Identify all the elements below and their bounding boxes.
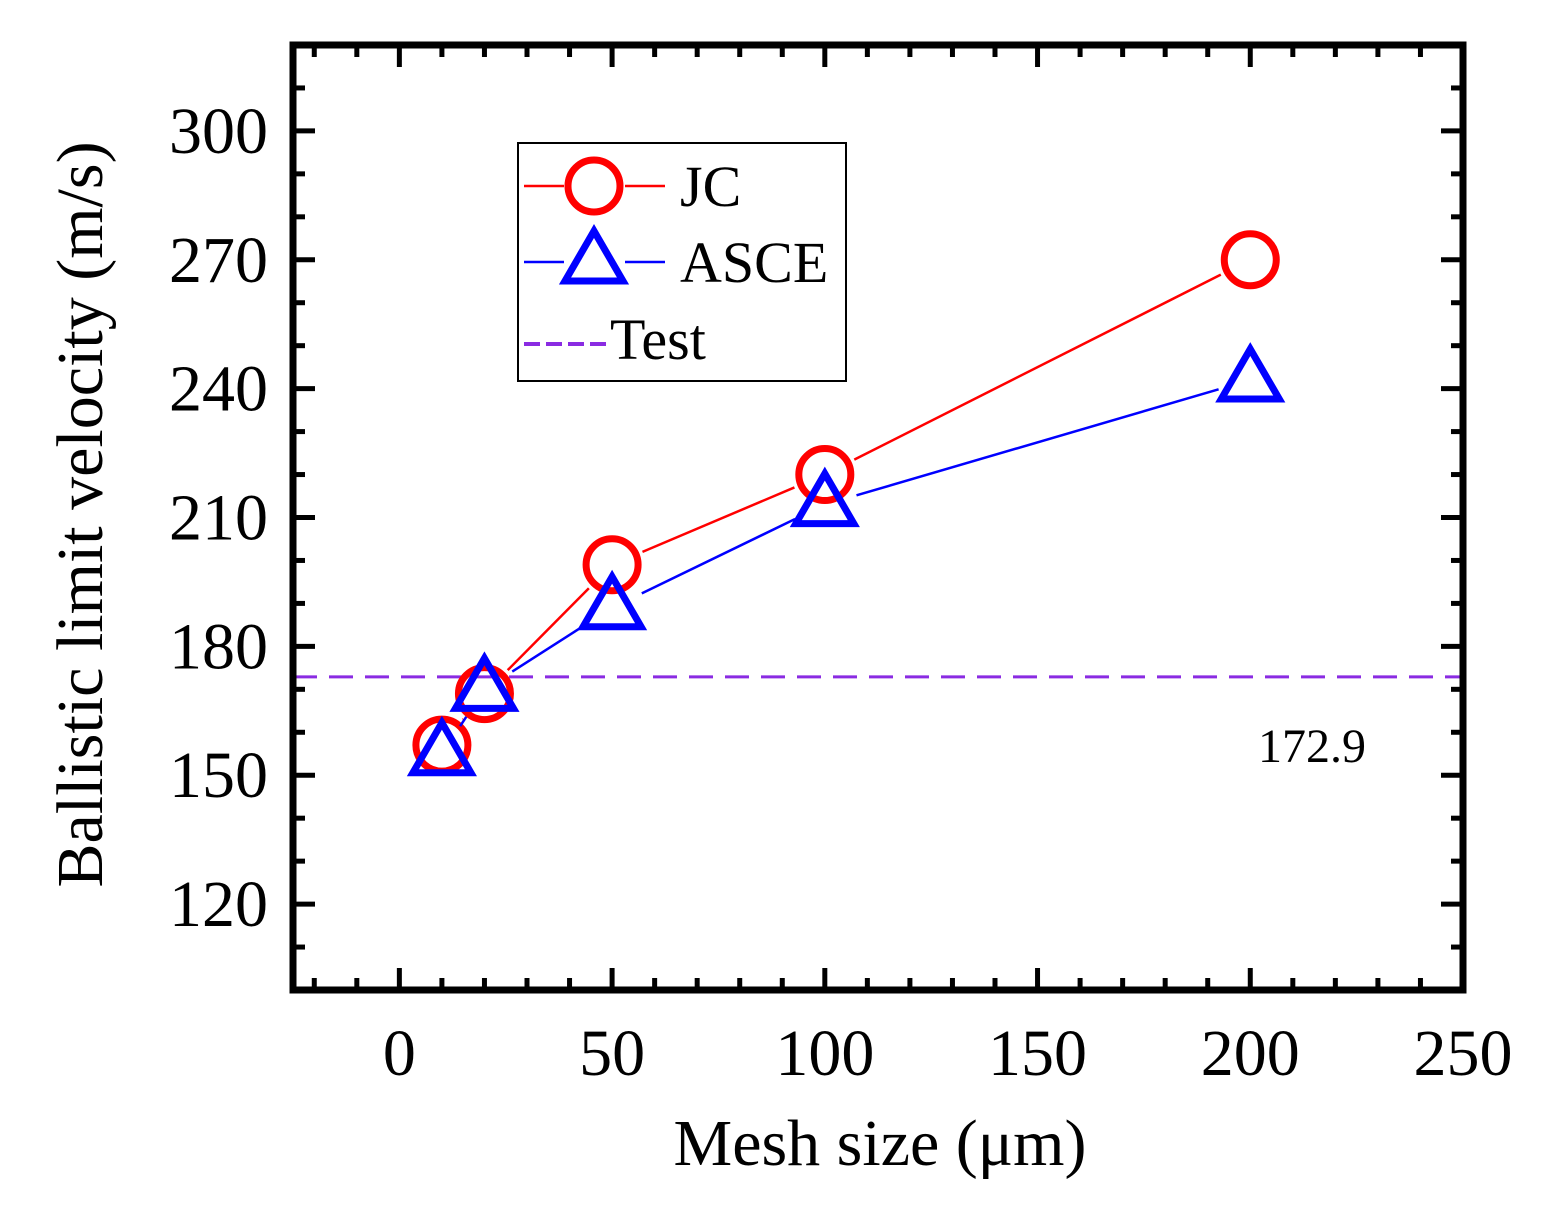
tick-labels-group: 0 50 100 150 200 250 120 150 180 210 240 270 300	[169, 95, 1513, 1090]
y-tick-label: 210	[169, 482, 268, 555]
x-axis-label: Mesh size (μm)	[674, 1107, 1087, 1180]
asce-data-point	[577, 569, 648, 631]
jc-data-point	[795, 445, 855, 505]
y-tick-label: 180	[169, 610, 268, 683]
legend-asce-label: ASCE	[680, 230, 828, 295]
jc-line-segment	[641, 486, 795, 554]
legend-asce-marker	[558, 224, 630, 285]
series-group	[406, 230, 1286, 777]
y-tick-label: 150	[169, 739, 268, 812]
jc-data-point	[454, 664, 514, 724]
legend-test-label: Test	[610, 307, 706, 372]
x-tick-label: 100	[775, 1017, 874, 1090]
ticks-group	[293, 45, 1466, 990]
legend: JC ASCE Test	[517, 142, 847, 382]
test-value-annotation: 172.9	[1258, 720, 1366, 773]
y-tick-label: 300	[169, 95, 268, 168]
jc-data-point	[1220, 230, 1280, 290]
jc-line-segment	[506, 587, 590, 672]
y-tick-label: 240	[169, 353, 268, 426]
asce-data-point	[1215, 342, 1286, 403]
asce-data-point	[789, 466, 860, 528]
asce-line-segment	[511, 624, 585, 673]
x-tick-label: 150	[988, 1017, 1087, 1090]
legend-jc-marker	[564, 156, 624, 216]
x-tick-label: 200	[1201, 1017, 1300, 1090]
x-tick-label: 0	[383, 1017, 416, 1090]
x-tick-label: 50	[579, 1017, 645, 1090]
jc-line-segment	[853, 273, 1222, 461]
y-tick-label: 270	[169, 224, 268, 297]
plot-frame	[289, 41, 1467, 994]
jc-series	[412, 230, 1280, 775]
y-tick-label: 120	[169, 868, 268, 941]
legend-jc-label: JC	[680, 154, 741, 219]
asce-line-segment	[856, 388, 1219, 497]
asce-line-segment	[641, 517, 796, 595]
asce-series	[406, 342, 1286, 777]
asce-data-point	[449, 651, 520, 712]
x-tick-label: 250	[1414, 1017, 1513, 1090]
jc-data-point	[582, 535, 642, 595]
asce-data-point	[406, 715, 477, 777]
asce-line-segment	[459, 716, 468, 727]
y-axis-label: Ballistic limit velocity (m/s)	[44, 141, 117, 887]
